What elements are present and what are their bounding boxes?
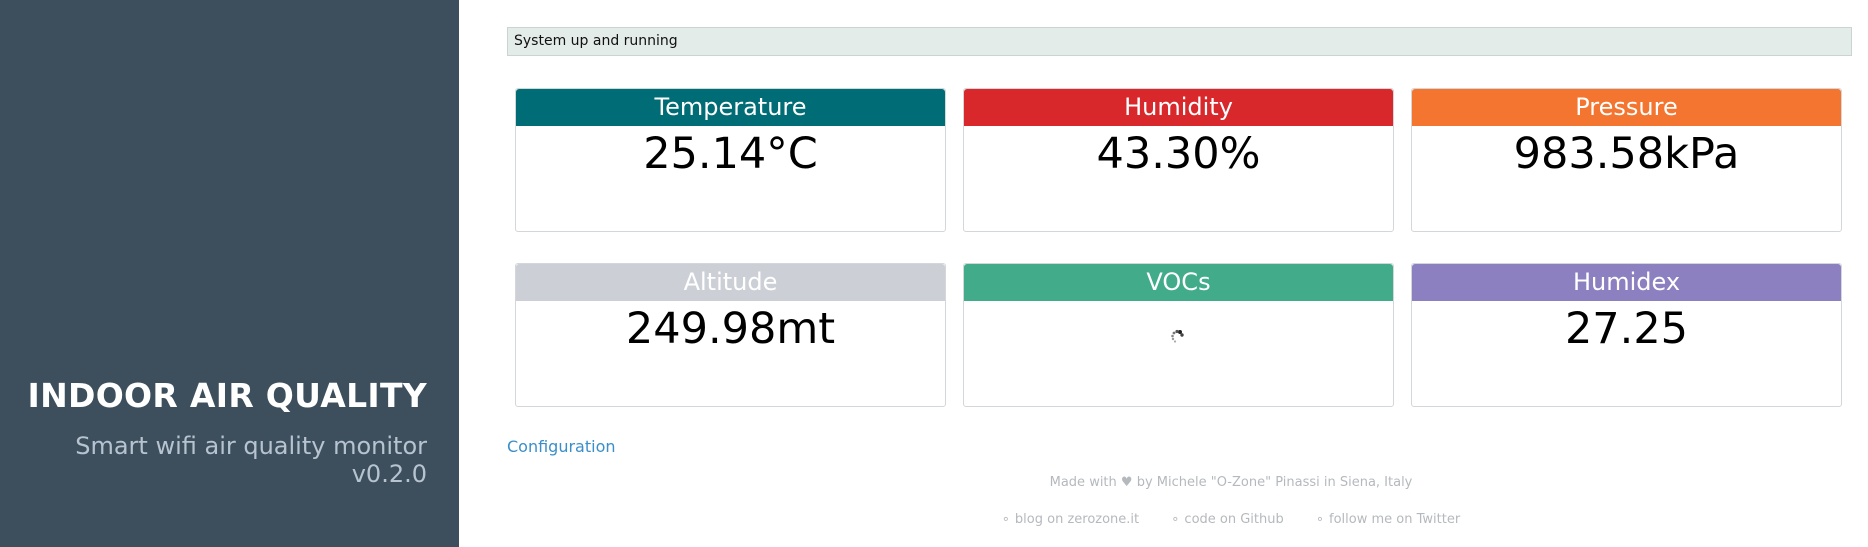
twitter-link-label: follow me on Twitter: [1329, 512, 1461, 527]
sidebar: INDOOR AIR QUALITY Smart wifi air qualit…: [0, 0, 459, 547]
card-pressure: Pressure 983.58kPa: [1411, 88, 1842, 232]
card-humidex: Humidex 27.25: [1411, 263, 1842, 407]
version-text: v0.2.0: [351, 460, 427, 488]
blog-link-label: blog on zerozone.it: [1014, 512, 1140, 527]
card-value-pressure: 983.58kPa: [1513, 129, 1740, 179]
loading-spinner-icon: [1171, 329, 1184, 343]
app-title: INDOOR AIR QUALITY: [27, 376, 427, 415]
github-link-label: code on Github: [1184, 512, 1284, 527]
footer-credit: Made with ♥ by Michele "O-Zone" Pinassi …: [1049, 475, 1413, 490]
card-header-humidity: Humidity: [964, 89, 1393, 126]
bullet-icon: ∘: [1315, 512, 1325, 527]
bullet-icon: ∘: [1171, 512, 1180, 527]
app-subtitle: Smart wifi air quality monitor v0.2.0: [7, 432, 427, 488]
twitter-link[interactable]: ∘ follow me on Twitter: [1316, 512, 1460, 527]
status-bar: System up and running: [507, 27, 1852, 56]
card-value-altitude: 249.98mt: [625, 304, 836, 354]
card-header-altitude: Altitude: [516, 264, 945, 301]
card-header-temperature: Temperature: [516, 89, 945, 126]
blog-link[interactable]: ∘ blog on zerozone.it: [1002, 512, 1139, 527]
card-header-vocs: VOCs: [964, 264, 1393, 301]
bullet-icon: ∘: [1001, 512, 1010, 527]
card-vocs: VOCs: [963, 263, 1394, 407]
card-humidity: Humidity 43.30%: [963, 88, 1394, 232]
main-content: System up and running Temperature 25.14°…: [459, 0, 1868, 547]
configuration-link[interactable]: Configuration: [507, 437, 616, 456]
card-value-temperature: 25.14°C: [643, 129, 818, 179]
card-header-humidex: Humidex: [1412, 264, 1841, 301]
card-header-pressure: Pressure: [1412, 89, 1841, 126]
footer-links: ∘ blog on zerozone.it ∘ code on Github ∘ fo…: [459, 512, 1868, 527]
github-link[interactable]: ∘ code on Github: [1171, 512, 1283, 527]
subtitle-text: Smart wifi air quality monitor: [75, 432, 427, 460]
card-value-humidity: 43.30%: [1096, 129, 1261, 179]
card-temperature: Temperature 25.14°C: [515, 88, 946, 232]
card-value-humidex: 27.25: [1564, 304, 1689, 354]
card-altitude: Altitude 249.98mt: [515, 263, 946, 407]
